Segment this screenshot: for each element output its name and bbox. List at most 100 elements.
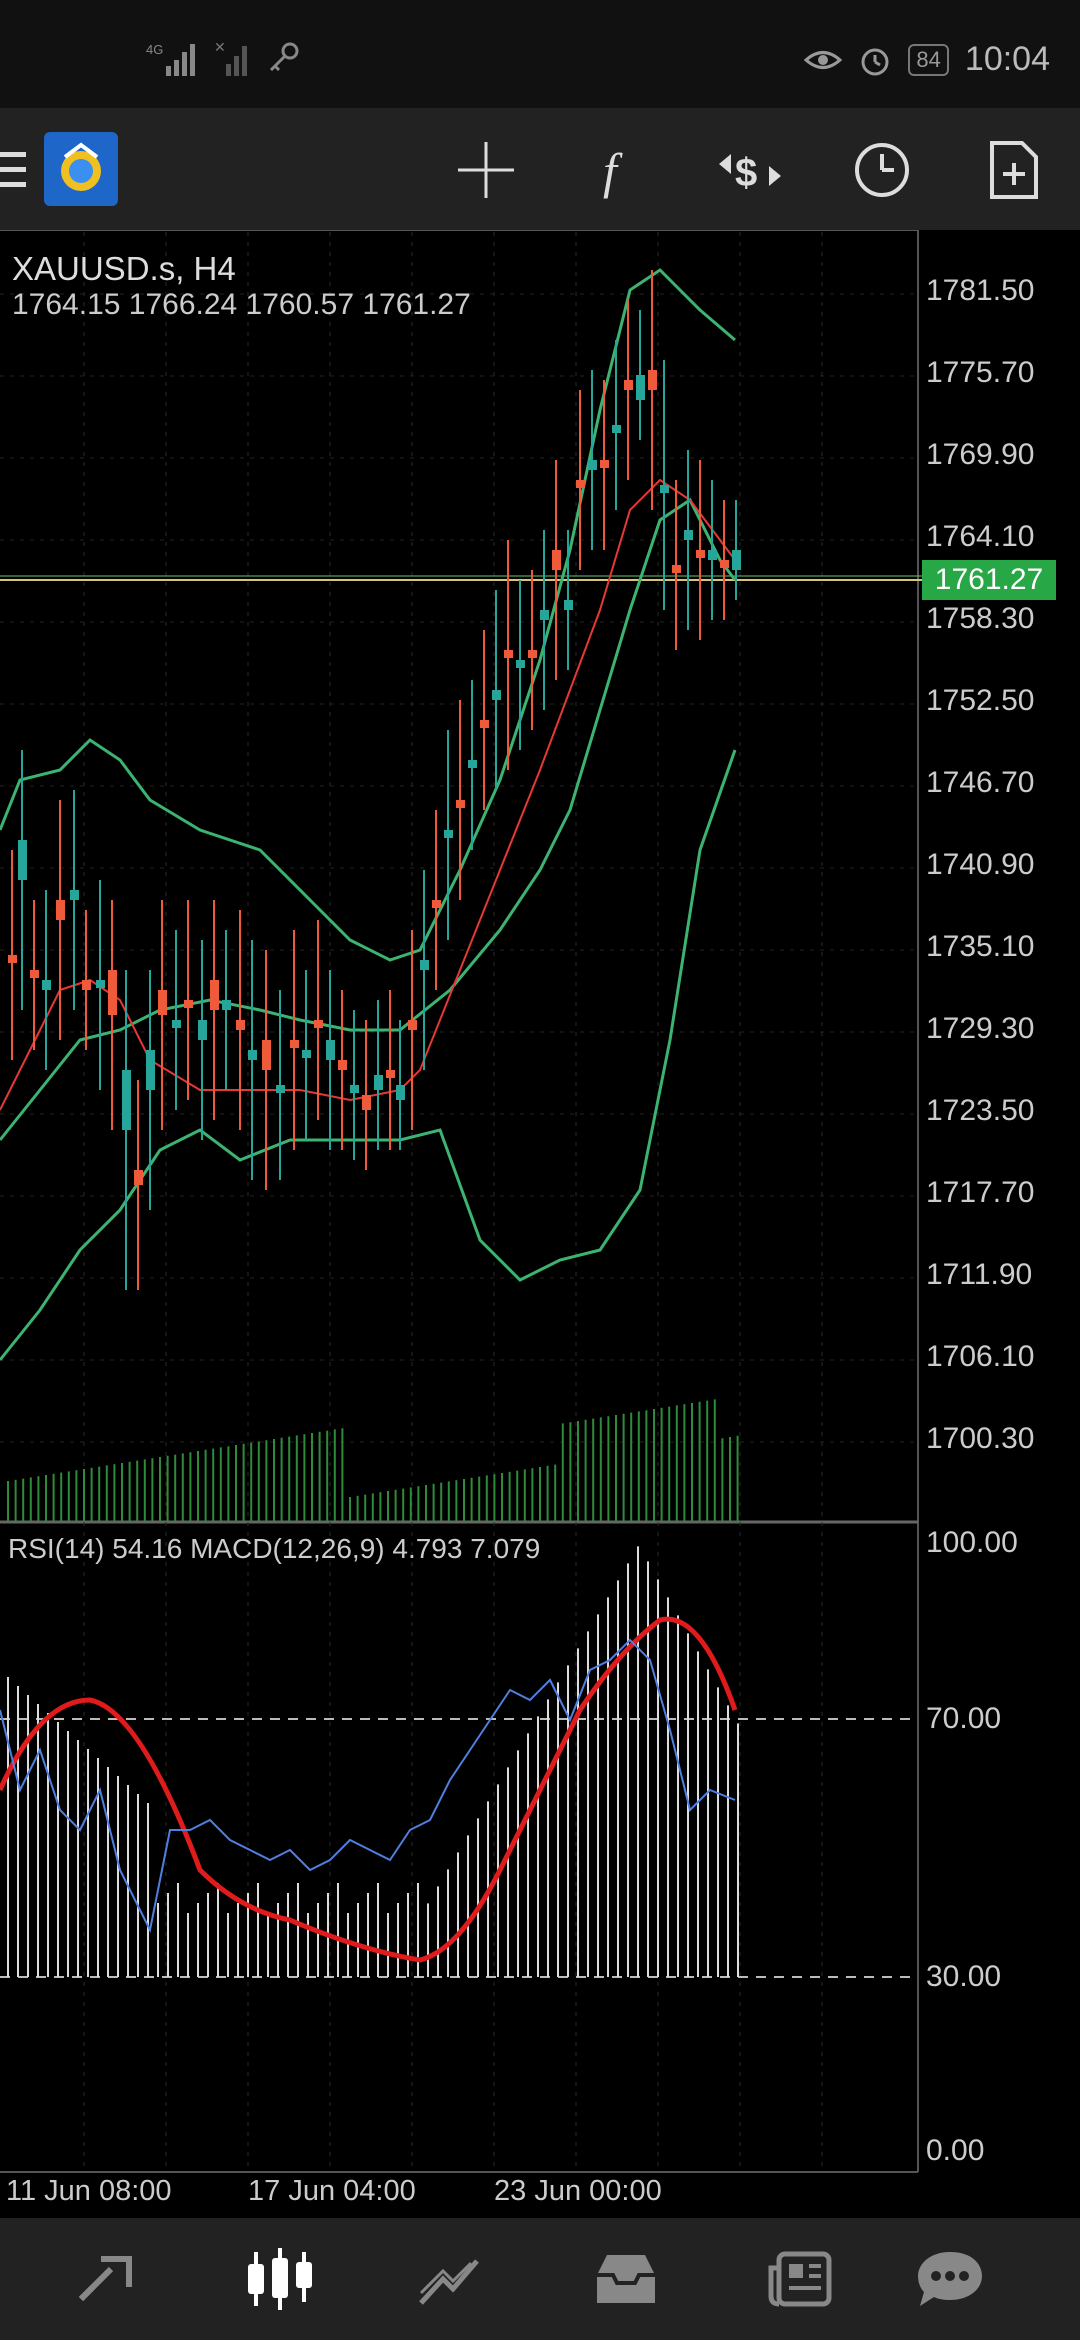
- candle-body: [210, 980, 219, 1010]
- price-axis-label: 1775.70: [926, 356, 1035, 389]
- app-logo: [44, 132, 118, 206]
- candle-body: [624, 380, 633, 390]
- nav-history[interactable]: [576, 2236, 676, 2322]
- price-axis-label: 1723.50: [926, 1094, 1035, 1127]
- candle-body: [528, 650, 537, 658]
- candle-body: [122, 1070, 131, 1130]
- candle-body: [290, 1040, 299, 1048]
- candle-body: [396, 1085, 405, 1100]
- nav-chart[interactable]: [230, 2236, 330, 2322]
- price-axis-label: 1735.10: [926, 930, 1035, 963]
- status-time: 10:04: [964, 40, 1050, 78]
- candle-body: [146, 1050, 155, 1090]
- macd-signal-line: [0, 1616, 738, 1963]
- current-price-tag: 1761.27: [922, 560, 1056, 600]
- candle-body: [42, 980, 51, 990]
- candle-body: [708, 550, 717, 560]
- candle-body: [374, 1075, 383, 1090]
- candle-body: [362, 1095, 371, 1110]
- nav-trade[interactable]: [400, 2236, 500, 2322]
- network-type: 4G: [146, 42, 163, 57]
- candle-body: [672, 565, 681, 573]
- price-axis-label: 1740.90: [926, 848, 1035, 881]
- candle-body: [262, 1040, 271, 1070]
- price-axis-label: 1706.10: [926, 1340, 1035, 1373]
- status-right: 84 10:04: [804, 40, 1050, 79]
- candle-body: [420, 960, 429, 970]
- candle-body: [648, 370, 657, 390]
- price-axis-label: 1781.50: [926, 274, 1035, 307]
- indicator-label: RSI(14) 54.16 MACD(12,26,9) 4.793 7.079: [8, 1533, 541, 1564]
- candle-body: [504, 650, 513, 658]
- nav-chat[interactable]: [900, 2236, 1000, 2322]
- candle-body: [468, 760, 477, 768]
- candle-body: [564, 600, 573, 610]
- candle-body: [456, 800, 465, 808]
- indicators-button[interactable]: f: [578, 130, 658, 210]
- nav-quotes[interactable]: [56, 2236, 156, 2322]
- trade-button[interactable]: $: [710, 130, 790, 210]
- candle-body: [108, 970, 117, 1015]
- candle-body: [720, 560, 729, 568]
- ohlc-values: 1764.15 1766.24 1760.57 1761.27: [12, 288, 471, 321]
- price-axis-label: 1729.30: [926, 1012, 1035, 1045]
- price-axis-label: 1717.70: [926, 1176, 1035, 1209]
- chat-icon: [918, 2252, 982, 2306]
- candle-body: [96, 980, 105, 988]
- key-icon: [269, 42, 299, 72]
- moving-average: [0, 478, 736, 1111]
- candle-body: [636, 375, 645, 400]
- candle-body: [222, 1000, 231, 1010]
- price-chart[interactable]: [0, 230, 1080, 2220]
- bottom-navigation: [0, 2218, 1080, 2340]
- symbol-label: XAUUSD.s, H4: [12, 250, 236, 287]
- function-icon: f: [603, 143, 623, 199]
- candle-body: [134, 1170, 143, 1185]
- price-axis-label: 1758.30: [926, 602, 1035, 635]
- eye-icon: [804, 50, 843, 69]
- candle-body: [696, 550, 705, 558]
- timeframe-button[interactable]: [842, 130, 922, 210]
- price-axis-label: 1746.70: [926, 766, 1035, 799]
- candle-body: [432, 900, 441, 908]
- menu-icon[interactable]: [0, 148, 28, 192]
- candle-body: [552, 550, 561, 570]
- battery-indicator: 84: [908, 43, 949, 76]
- history-icon: [597, 2255, 655, 2303]
- price-axis-label: 1752.50: [926, 684, 1035, 717]
- candle-body: [732, 550, 741, 570]
- candle-body: [302, 1050, 311, 1058]
- candle-body: [172, 1020, 181, 1028]
- candle-body: [338, 1060, 347, 1070]
- candle-body: [350, 1085, 359, 1093]
- chart-area[interactable]: XAUUSD.s, H4 1764.15 1766.24 1760.57 176…: [0, 230, 1080, 2220]
- candle-body: [386, 1070, 395, 1078]
- chart-icon: [248, 2248, 312, 2310]
- svg-text:f: f: [603, 143, 623, 199]
- candle-body: [158, 990, 167, 1015]
- candle-body: [612, 425, 621, 433]
- time-axis-label: 11 Jun 08:00: [6, 2175, 172, 2207]
- crosshair-icon: [458, 142, 514, 198]
- price-axis-label: 1764.10: [926, 520, 1035, 553]
- bollinger-middle: [0, 497, 737, 1141]
- price-axis-label: 1711.90: [926, 1258, 1033, 1291]
- candle-body: [444, 830, 453, 838]
- price-axis-label: 1700.30: [926, 1422, 1035, 1455]
- candle-body: [516, 660, 525, 668]
- new-order-button[interactable]: [974, 130, 1054, 210]
- nav-news[interactable]: [750, 2236, 850, 2322]
- clock-icon: [855, 143, 909, 197]
- crosshair-button[interactable]: [446, 130, 526, 210]
- candle-body: [480, 720, 489, 728]
- rsi-line: [0, 1638, 736, 1934]
- time-axis-label: 17 Jun 04:00: [248, 2175, 416, 2207]
- indicator-axis-label: 0.00: [926, 2134, 985, 2167]
- candle-body: [600, 460, 609, 468]
- status-bar: 4G ✕ 84 10:04: [0, 0, 1080, 108]
- candle-body: [56, 900, 65, 920]
- indicator-axis-label: 30.00: [926, 1960, 1002, 1993]
- indicator-axis-label: 100.00: [926, 1526, 1018, 1559]
- alarm-icon: [861, 48, 889, 75]
- candle-body: [198, 1020, 207, 1040]
